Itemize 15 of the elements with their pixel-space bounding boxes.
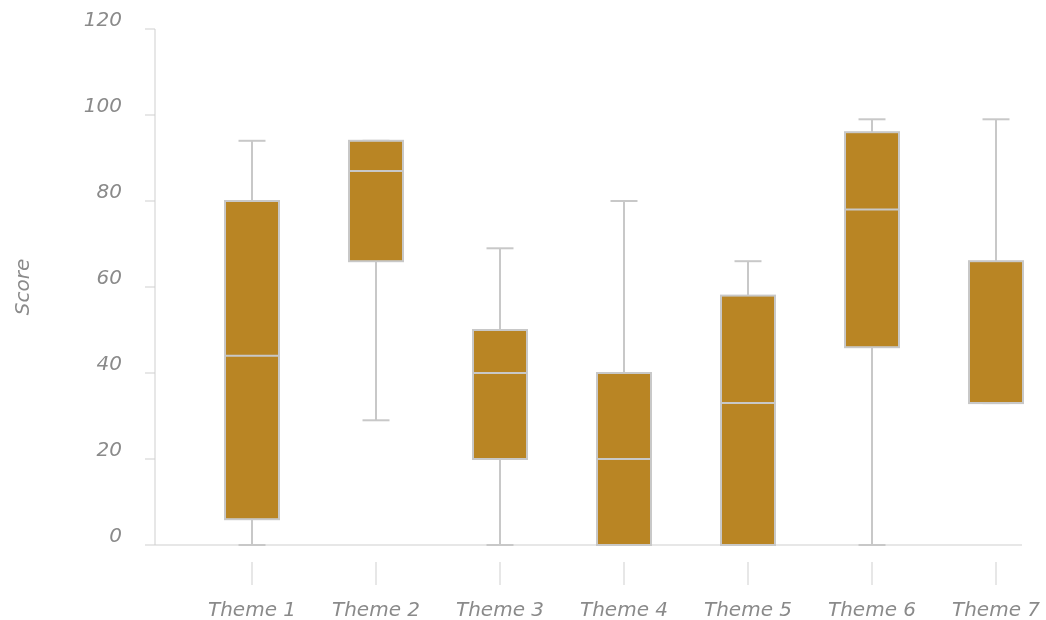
y-tick-label: 0 [109,523,122,547]
y-axis-title: Score [10,258,34,316]
x-tick-label: Theme 1 [207,597,297,620]
x-tick-label: Theme 2 [331,597,421,620]
x-tick-label: Theme 4 [579,597,669,620]
y-tick-label: 40 [96,351,122,375]
x-tick-label: Theme 7 [951,597,1041,620]
y-tick-label: 80 [96,179,122,203]
y-tick-label: 100 [83,93,122,117]
x-tick-label: Theme 5 [703,597,793,620]
y-tick-label: 60 [96,265,122,289]
y-tick-label: 120 [83,7,122,31]
x-tick-label: Theme 3 [455,597,545,620]
y-tick-label: 20 [96,437,122,461]
x-tick-label: Theme 6 [827,597,917,620]
